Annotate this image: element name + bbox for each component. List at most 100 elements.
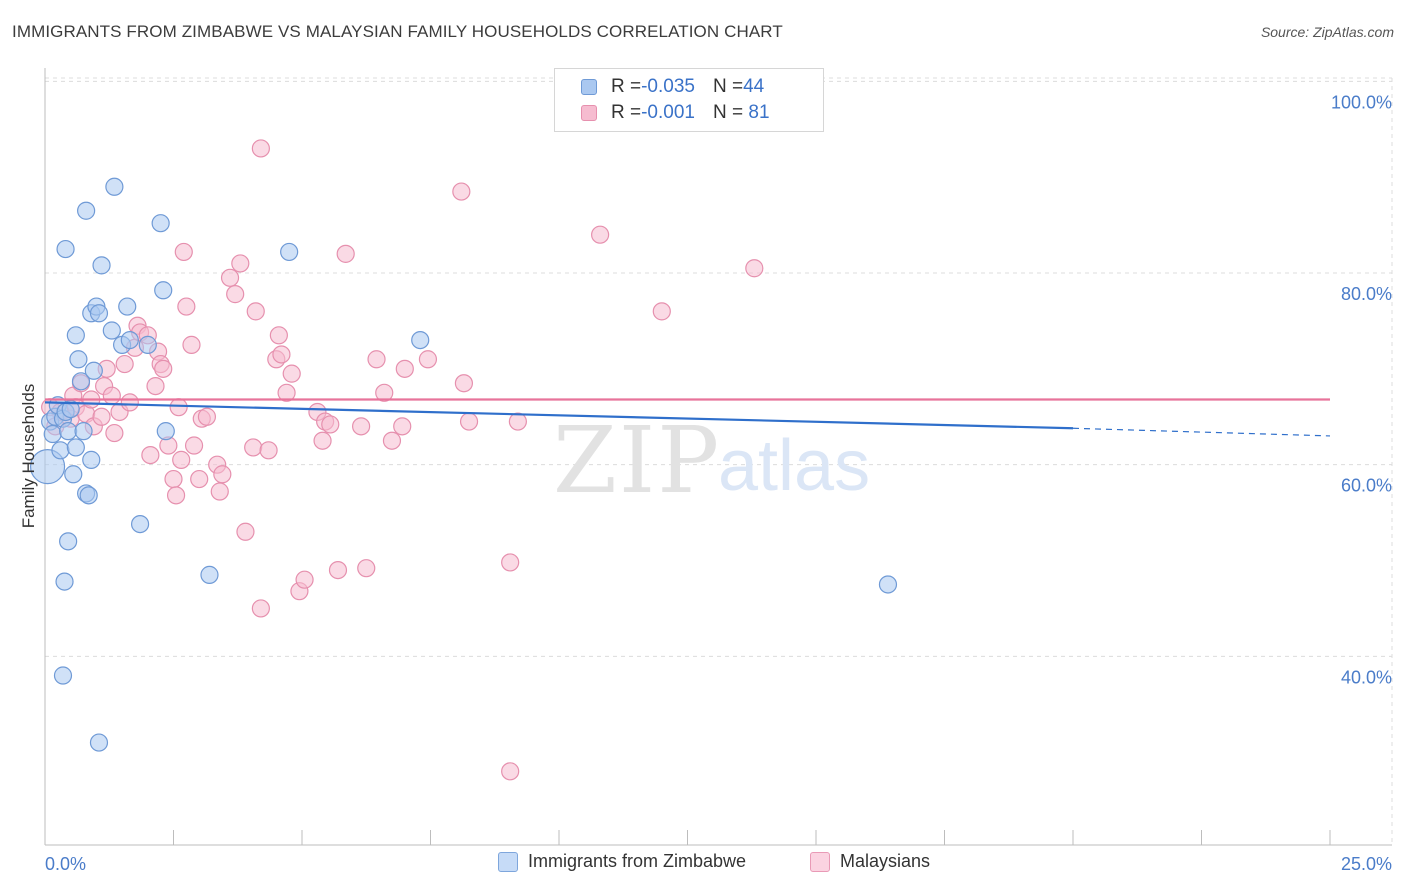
data-point-malaysians <box>501 553 520 572</box>
pink-swatch <box>810 851 830 872</box>
data-point-malaysians <box>120 393 139 412</box>
data-point-zimbabwe <box>138 335 157 354</box>
data-point-malaysians <box>418 350 438 369</box>
n-value: 44 <box>743 76 765 97</box>
y-tick-label: 60.0% <box>1341 476 1392 496</box>
data-point-malaysians <box>166 486 186 505</box>
series-zimbabwe <box>29 177 898 752</box>
data-point-malaysians <box>352 417 371 436</box>
trend-line-zimbabwe <box>44 401 1074 430</box>
data-point-zimbabwe <box>59 422 78 441</box>
data-point-malaysians <box>745 259 764 278</box>
data-point-malaysians <box>244 438 263 457</box>
data-point-zimbabwe <box>74 422 93 441</box>
data-point-zimbabwe <box>43 424 62 444</box>
data-point-malaysians <box>321 415 340 434</box>
data-point-malaysians <box>395 359 414 378</box>
data-point-zimbabwe <box>89 733 109 752</box>
data-point-malaysians <box>357 559 376 578</box>
data-point-zimbabwe <box>156 422 175 441</box>
data-point-malaysians <box>295 570 314 589</box>
data-point-zimbabwe <box>66 438 85 457</box>
data-point-malaysians <box>251 599 270 618</box>
data-point-malaysians <box>336 244 355 263</box>
data-point-malaysians <box>174 242 193 262</box>
data-point-zimbabwe <box>79 486 98 505</box>
data-point-malaysians <box>164 469 183 489</box>
pink-swatch <box>581 105 597 121</box>
data-point-zimbabwe <box>102 321 121 340</box>
data-point-zimbabwe <box>120 331 139 350</box>
n-value: 81 <box>743 102 770 123</box>
data-point-zimbabwe <box>64 465 83 484</box>
blue-swatch <box>498 851 518 872</box>
data-point-zimbabwe <box>69 350 88 369</box>
data-point-malaysians <box>282 364 301 383</box>
data-point-zimbabwe <box>77 201 96 220</box>
data-point-malaysians <box>652 302 671 321</box>
correlation-legend: R = -0.035 N = 44 R = -0.001 N = 81 <box>554 68 824 132</box>
trend-lines <box>44 398 1331 437</box>
legend-row-zimbabwe: R = -0.035 N = 44 <box>581 75 764 99</box>
r-value: -0.001 <box>641 102 695 123</box>
data-point-malaysians <box>277 383 296 402</box>
data-point-malaysians <box>382 431 402 450</box>
data-point-zimbabwe <box>55 572 74 591</box>
data-point-zimbabwe <box>280 242 299 262</box>
data-point-malaysians <box>102 386 121 405</box>
data-point-malaysians <box>508 412 527 431</box>
data-point-malaysians <box>272 345 291 364</box>
data-point-zimbabwe <box>84 361 103 380</box>
tick-labels: 100.0% 80.0% 60.0% 40.0% 0.0% 25.0% <box>45 92 1392 874</box>
data-point-zimbabwe <box>411 331 430 350</box>
data-point-malaysians <box>220 268 240 287</box>
data-point-malaysians <box>146 376 165 396</box>
data-point-malaysians <box>197 407 217 426</box>
data-point-malaysians <box>269 326 288 345</box>
data-point-malaysians <box>105 423 124 443</box>
data-point-malaysians <box>328 560 348 580</box>
data-point-malaysians <box>393 417 412 436</box>
data-point-malaysians <box>115 354 134 374</box>
watermark-zip: ZIP <box>553 407 721 514</box>
data-point-malaysians <box>313 431 332 450</box>
data-point-zimbabwe <box>118 297 137 316</box>
data-point-zimbabwe <box>89 304 109 323</box>
data-point-zimbabwe <box>51 441 70 460</box>
legend-label: Immigrants from Zimbabwe <box>528 851 747 871</box>
data-point-malaysians <box>213 465 232 484</box>
data-point-malaysians <box>501 762 520 781</box>
n-label: N = <box>712 76 744 97</box>
data-point-malaysians <box>190 469 209 489</box>
data-point-malaysians <box>251 139 270 158</box>
legend-row-malaysians: R = -0.001 N = 81 <box>581 101 770 125</box>
y-tick-label: 80.0% <box>1341 284 1392 304</box>
legend-item-malaysians[interactable]: Malaysians <box>810 851 930 872</box>
series-malaysians <box>41 139 764 781</box>
data-point-malaysians <box>236 522 255 541</box>
r-label: R = <box>611 102 642 123</box>
data-point-zimbabwe <box>71 372 91 391</box>
data-point-zimbabwe <box>130 514 150 534</box>
r-label: R = <box>611 76 642 97</box>
data-point-zimbabwe <box>151 214 170 233</box>
r-value: -0.035 <box>641 76 695 97</box>
legend-item-zimbabwe[interactable]: Immigrants from Zimbabwe <box>498 851 746 872</box>
data-point-malaysians <box>246 302 265 321</box>
data-point-malaysians <box>375 383 394 402</box>
data-point-malaysians <box>454 374 474 393</box>
data-point-malaysians <box>154 359 173 378</box>
data-point-malaysians <box>231 254 250 273</box>
trend-line-zimbabwe-extension <box>1072 427 1331 437</box>
data-point-malaysians <box>169 398 188 417</box>
data-point-malaysians <box>92 407 111 426</box>
watermark-atlas: atlas <box>718 426 870 506</box>
data-point-zimbabwe <box>200 565 219 584</box>
data-point-zimbabwe <box>105 177 124 196</box>
y-axis-title: Family Households <box>19 384 38 529</box>
data-point-malaysians <box>452 182 471 201</box>
data-point-zimbabwe <box>66 326 85 345</box>
chart-title: IMMIGRANTS FROM ZIMBABWE VS MALAYSIAN FA… <box>12 22 783 41</box>
blue-swatch <box>581 79 597 95</box>
